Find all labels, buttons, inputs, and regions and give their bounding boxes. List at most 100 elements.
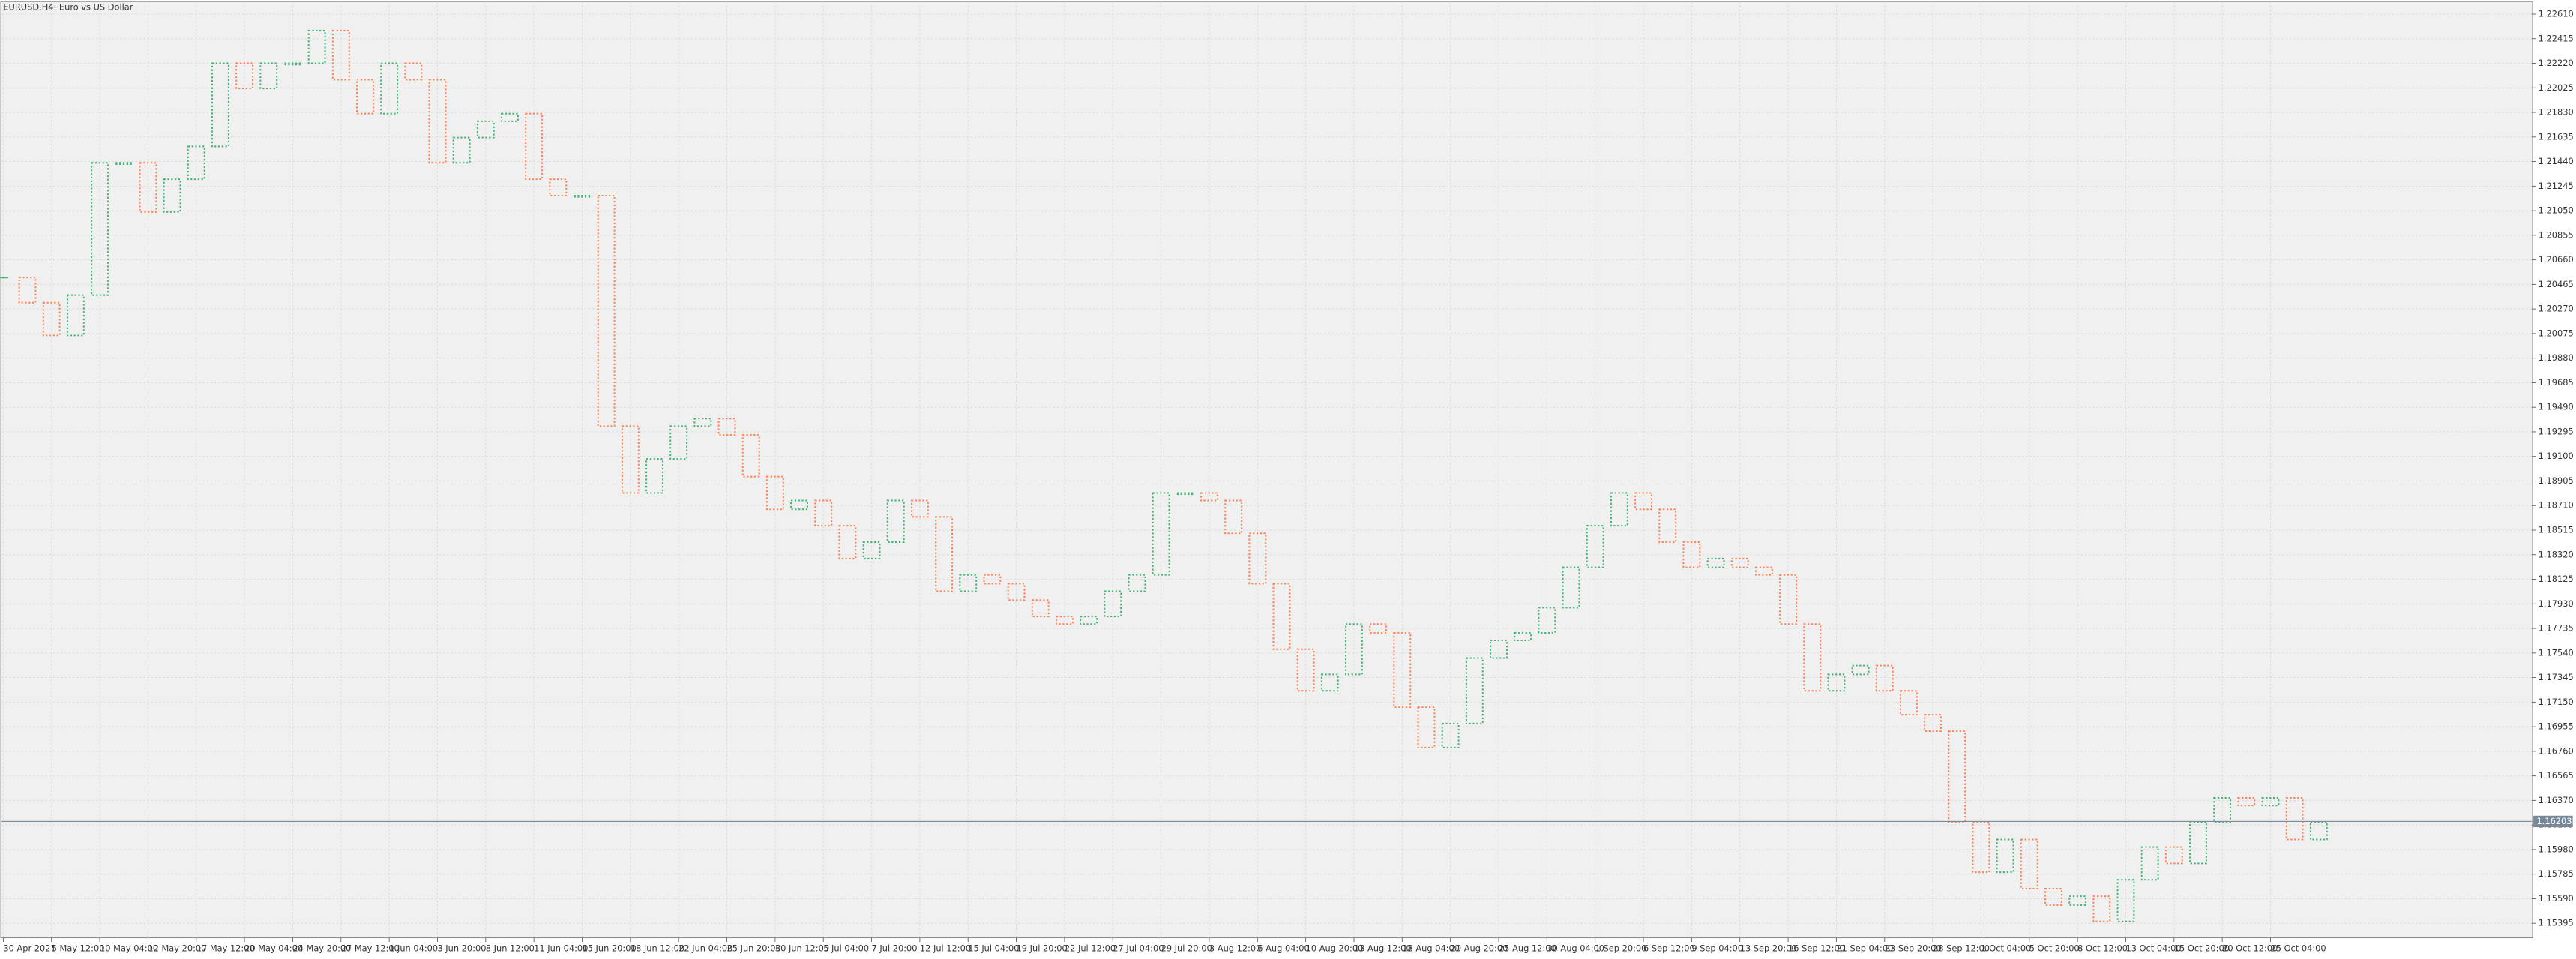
y-tick-label: 1.22025 bbox=[2539, 82, 2574, 93]
price-bar bbox=[283, 62, 302, 66]
price-bar bbox=[235, 62, 254, 90]
y-tick-label: 1.18515 bbox=[2539, 525, 2574, 535]
price-bar bbox=[1417, 706, 1436, 748]
price-bar bbox=[1682, 541, 1701, 568]
price-bar bbox=[1104, 590, 1122, 618]
y-tick-label: 1.15590 bbox=[2539, 893, 2574, 904]
y-tick-label: 1.17150 bbox=[2539, 697, 2574, 707]
x-tick-label: 5 Oct 20:00 bbox=[2029, 943, 2080, 953]
price-bar bbox=[2068, 895, 2087, 906]
x-tick-label: 13 Oct 04:00 bbox=[2125, 943, 2181, 953]
y-tick-label: 1.17930 bbox=[2539, 598, 2574, 609]
price-bar bbox=[1393, 631, 1412, 709]
price-bar bbox=[139, 162, 157, 213]
price-bar bbox=[18, 277, 37, 304]
price-bar bbox=[1875, 664, 1894, 692]
y-tick-label: 1.16955 bbox=[2539, 721, 2574, 732]
price-bar bbox=[741, 434, 760, 478]
price-bar bbox=[1754, 566, 1773, 576]
y-tick-label: 1.15395 bbox=[2539, 918, 2574, 928]
y-tick-label: 1.20855 bbox=[2539, 229, 2574, 240]
price-bar bbox=[2237, 797, 2256, 807]
price-bar bbox=[1441, 722, 1460, 748]
price-bar bbox=[356, 79, 374, 115]
price-bar bbox=[573, 194, 592, 198]
x-tick-label: 30 Aug 04:00 bbox=[1547, 943, 1604, 953]
y-tick-label: 1.20465 bbox=[2539, 279, 2574, 289]
price-bar bbox=[1080, 616, 1098, 625]
x-tick-label: 25 Jun 20:00 bbox=[727, 943, 781, 953]
x-tick-label: 19 Jul 20:00 bbox=[1017, 943, 1068, 953]
y-tick-label: 1.18125 bbox=[2539, 574, 2574, 584]
x-tick-label: 20 Aug 20:00 bbox=[1451, 943, 1508, 953]
price-bar bbox=[525, 112, 544, 181]
x-tick-label: 1 Oct 04:00 bbox=[1981, 943, 2031, 953]
price-bar bbox=[1296, 648, 1315, 692]
y-tick-label: 1.19100 bbox=[2539, 451, 2574, 461]
price-bar bbox=[2285, 797, 2304, 841]
price-bar bbox=[1779, 574, 1797, 625]
price-bar bbox=[2092, 895, 2111, 922]
y-tick-label: 1.17735 bbox=[2539, 623, 2574, 634]
price-bar bbox=[1996, 838, 2014, 874]
y-tick-label: 1.19490 bbox=[2539, 402, 2574, 412]
x-tick-label: 10 Aug 20:00 bbox=[1306, 943, 1364, 953]
price-bar bbox=[814, 499, 833, 527]
y-tick-label: 1.22220 bbox=[2539, 58, 2574, 68]
y-tick-label: 1.15980 bbox=[2539, 844, 2574, 854]
price-bar bbox=[476, 120, 495, 139]
price-bar bbox=[765, 475, 784, 511]
y-tick-label: 1.21635 bbox=[2539, 131, 2574, 142]
price-bar bbox=[1007, 583, 1026, 601]
x-tick-label: 12 Jul 12:00 bbox=[920, 943, 971, 953]
x-tick-label: 22 Jun 04:00 bbox=[678, 943, 732, 953]
price-bar bbox=[1490, 640, 1508, 659]
price-bar bbox=[1851, 664, 1870, 676]
x-tick-label: 21 Sep 04:00 bbox=[1836, 943, 1893, 953]
y-tick-label: 1.21830 bbox=[2539, 107, 2574, 118]
price-bar bbox=[1514, 631, 1532, 642]
price-bar bbox=[838, 525, 857, 559]
chart-title: EURUSD,H4: Euro vs US Dollar bbox=[3, 1, 133, 12]
price-bar bbox=[1610, 492, 1628, 527]
price-bar bbox=[1272, 583, 1291, 650]
x-tick-label: 1 Jun 04:00 bbox=[389, 943, 438, 953]
x-tick-label: 13 Aug 12:00 bbox=[1354, 943, 1412, 953]
x-tick-label: 9 Sep 04:00 bbox=[1691, 943, 1743, 953]
x-tick-label: 20 Oct 12:00 bbox=[2222, 943, 2278, 953]
y-tick-label: 1.17540 bbox=[2539, 647, 2574, 658]
price-bar bbox=[597, 194, 616, 427]
x-tick-label: 12 May 20:00 bbox=[148, 943, 206, 953]
x-tick-label: 15 Jul 04:00 bbox=[968, 943, 1019, 953]
price-bar bbox=[1200, 492, 1218, 502]
price-bar bbox=[886, 499, 905, 543]
x-tick-label: 5 May 12:00 bbox=[52, 943, 105, 953]
price-bar bbox=[2261, 797, 2280, 807]
x-tick-label: 6 Aug 04:00 bbox=[1257, 943, 1309, 953]
price-bar bbox=[1658, 508, 1677, 543]
price-bar bbox=[1924, 714, 1942, 732]
y-tick-label: 1.20660 bbox=[2539, 254, 2574, 265]
x-tick-label: 27 May 12:00 bbox=[341, 943, 400, 953]
x-tick-label: 25 Oct 04:00 bbox=[2270, 943, 2326, 953]
y-tick-label: 1.18320 bbox=[2539, 549, 2574, 559]
y-tick-label: 1.15785 bbox=[2539, 868, 2574, 879]
y-tick-label: 1.19685 bbox=[2539, 377, 2574, 388]
x-tick-label: 15 Jun 20:00 bbox=[582, 943, 636, 953]
price-bar bbox=[2044, 888, 2062, 906]
price-bar bbox=[790, 499, 808, 511]
price-bar bbox=[428, 79, 447, 164]
x-tick-label: 11 Jun 04:00 bbox=[534, 943, 588, 953]
price-bar bbox=[645, 458, 663, 494]
price-bar bbox=[42, 301, 61, 337]
x-tick-label: 1 Sep 20:00 bbox=[1595, 943, 1647, 953]
price-bar bbox=[115, 162, 133, 165]
y-tick-label: 1.19880 bbox=[2539, 352, 2574, 363]
price-bar bbox=[331, 29, 350, 81]
x-tick-label: 3 Aug 12:00 bbox=[1209, 943, 1261, 953]
y-tick-label: 1.21245 bbox=[2539, 181, 2574, 191]
price-bar bbox=[2164, 846, 2183, 865]
x-tick-label: 3 Jun 20:00 bbox=[437, 943, 486, 953]
x-tick-label: 8 Jun 12:00 bbox=[486, 943, 535, 953]
